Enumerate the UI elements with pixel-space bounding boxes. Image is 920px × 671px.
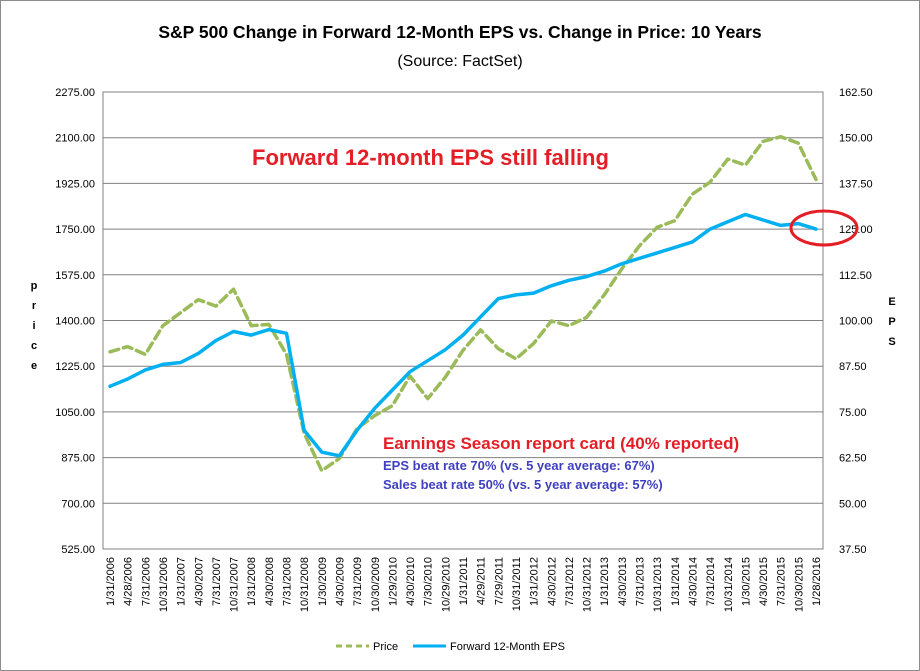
left-axis-ticks: 525.00 700.00 875.00 1050.00 1225.00 1400.00 1… (55, 87, 95, 556)
price-series-line (108, 134, 818, 473)
x-tick-label: 1/31/2013 (599, 557, 611, 606)
x-tick-label: 7/31/2015 (776, 557, 788, 606)
x-tick-label: 4/30/2007 (193, 557, 205, 606)
x-tick-label: 4/30/2014 (687, 557, 699, 606)
x-tick-label: 10/31/2007 (229, 557, 241, 612)
x-tick-label: 4/30/2010 (405, 557, 417, 606)
x-axis-ticks: 1/31/2006 4/28/2006 7/31/2006 10/31/2006 1/3… (105, 557, 823, 612)
x-tick-label: 7/31/2008 (282, 557, 294, 606)
left-tick-label: 525.00 (61, 544, 95, 556)
right-tick-label: 50.00 (839, 498, 867, 510)
right-tick-label: 75.00 (839, 407, 867, 419)
x-tick-label: 7/31/2014 (705, 557, 717, 606)
x-tick-label: 7/30/2010 (423, 557, 435, 606)
x-tick-label: 1/31/2008 (246, 557, 258, 606)
eps-beat-rate: EPS beat rate 70% (vs. 5 year average: 6… (383, 458, 655, 473)
x-tick-label: 1/29/2010 (387, 557, 399, 606)
legend: Price Forward 12-Month EPS (336, 641, 565, 653)
axis-label-letter: E (888, 296, 895, 308)
x-tick-label: 4/28/2006 (123, 557, 135, 606)
x-tick-label: 10/30/2015 (793, 557, 805, 612)
right-axis-label: EPS (888, 296, 895, 348)
right-tick-label: 37.50 (839, 544, 867, 556)
x-tick-label: 4/30/2012 (546, 557, 558, 606)
right-axis-ticks: 37.5050.0062.5075.0087.50100.00112.50125… (839, 87, 873, 556)
left-tick-label: 1750.00 (55, 224, 95, 236)
axis-label-letter: p (31, 280, 38, 292)
x-tick-label: 4/30/2009 (334, 557, 346, 606)
x-tick-label: 10/31/2013 (652, 557, 664, 612)
x-tick-label: 7/29/2011 (493, 557, 505, 605)
series-layer (108, 134, 818, 473)
plot-area (102, 91, 824, 550)
x-tick-label: 4/30/2008 (264, 557, 276, 606)
highlight-circle (789, 209, 859, 247)
left-tick-label: 1400.00 (55, 316, 95, 328)
eps-series-line (108, 212, 818, 458)
gridlines (103, 137, 823, 504)
right-tick-label: 112.50 (839, 270, 872, 282)
axis-label-letter: r (32, 300, 37, 312)
report-card-title: Earnings Season report card (40% reporte… (383, 434, 739, 453)
x-tick-label: 10/31/2011 (511, 557, 523, 611)
x-tick-label: 1/31/2012 (529, 557, 541, 606)
headline-annotation: Forward 12-month EPS still falling (252, 145, 609, 170)
left-tick-label: 1925.00 (55, 178, 95, 190)
x-tick-label: 1/31/2011 (458, 557, 470, 605)
left-tick-label: 1050.00 (55, 407, 95, 419)
x-tick-label: 7/31/2007 (211, 557, 223, 606)
axis-label-letter: e (31, 360, 37, 372)
right-tick-label: 150.00 (839, 133, 873, 145)
axis-label-letter: c (31, 340, 37, 352)
x-tick-label: 4/30/2015 (758, 557, 770, 606)
chart-subtitle: (Source: FactSet) (397, 53, 522, 70)
right-tick-label: 100.00 (839, 316, 873, 328)
x-tick-label: 7/31/2009 (352, 557, 364, 606)
x-tick-label: 7/31/2006 (140, 557, 152, 606)
right-tick-label: 162.50 (839, 87, 873, 99)
legend-price-label: Price (373, 641, 398, 653)
x-tick-label: 4/29/2011 (476, 557, 488, 605)
x-tick-label: 10/31/2006 (158, 557, 170, 612)
x-tick-label: 10/31/2008 (299, 557, 311, 612)
x-tick-label: 10/30/2009 (370, 557, 382, 612)
axis-label-letter: P (888, 316, 895, 328)
x-tick-label: 10/31/2014 (723, 557, 735, 612)
x-tick-label: 1/31/2007 (176, 557, 188, 606)
axis-label-letter: S (888, 336, 895, 348)
x-tick-label: 10/31/2012 (582, 557, 594, 612)
left-tick-label: 1575.00 (55, 270, 95, 282)
x-tick-label: 4/30/2013 (617, 557, 629, 606)
x-tick-label: 10/29/2010 (440, 557, 452, 612)
left-tick-label: 1225.00 (55, 361, 95, 373)
x-tick-label: 1/30/2015 (740, 557, 752, 606)
x-tick-label: 1/30/2009 (317, 557, 329, 606)
right-tick-label: 62.50 (839, 453, 867, 465)
x-tick-label: 1/31/2006 (105, 557, 117, 606)
sales-beat-rate: Sales beat rate 50% (vs. 5 year average:… (383, 477, 663, 492)
left-tick-label: 2275.00 (55, 87, 95, 99)
x-tick-label: 7/31/2013 (635, 557, 647, 606)
chart-title: S&P 500 Change in Forward 12-Month EPS v… (158, 22, 762, 42)
right-tick-label: 137.50 (839, 178, 873, 190)
right-tick-label: 87.50 (839, 361, 867, 373)
x-tick-label: 7/31/2012 (564, 557, 576, 606)
axis-label-letter: i (32, 320, 35, 332)
x-tick-label: 1/28/2016 (811, 557, 823, 606)
left-tick-label: 2100.00 (55, 133, 95, 145)
left-tick-label: 875.00 (61, 453, 95, 465)
x-tick-label: 1/31/2014 (670, 557, 682, 606)
left-tick-label: 700.00 (61, 498, 95, 510)
legend-eps-label: Forward 12-Month EPS (450, 641, 565, 653)
